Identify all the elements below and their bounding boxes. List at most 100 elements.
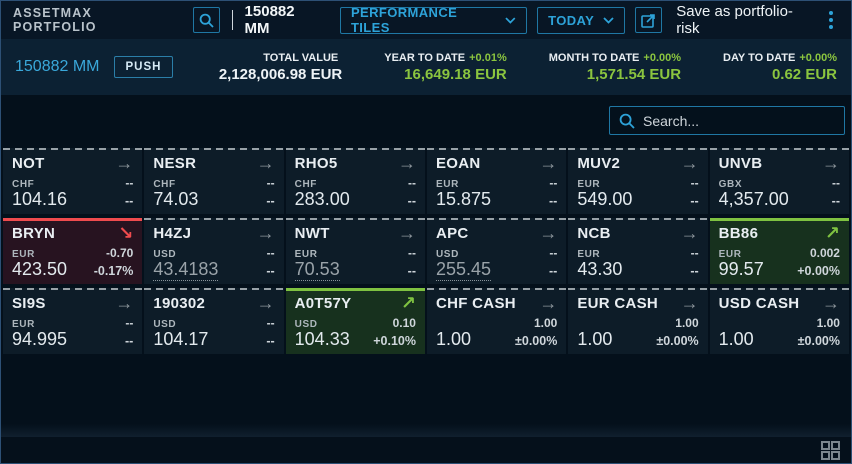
tile-price: 74.03: [153, 189, 199, 209]
tile-price: 255.45: [435, 259, 492, 281]
tile-title: EUR CASH: [577, 295, 659, 312]
tile-price: 43.30: [577, 259, 623, 279]
instrument-tile[interactable]: A0T57Y ↗ USD 0.10 104.33 +0.10%: [285, 288, 426, 354]
arrow-up-right-icon[interactable]: ↗: [400, 293, 416, 313]
tile-change: 1.00: [816, 316, 840, 330]
tile-title: BRYN: [12, 225, 56, 242]
tile-change: 0.002: [809, 246, 840, 260]
instrument-tile[interactable]: APC → USD -- 255.45 --: [426, 218, 567, 284]
arrow-right-icon[interactable]: →: [821, 153, 840, 173]
tile-change: --: [125, 316, 134, 330]
tile-change: --: [831, 176, 840, 190]
push-button[interactable]: PUSH: [113, 56, 174, 78]
tile-currency: CHF: [153, 179, 176, 190]
tile-change-percent: --: [125, 194, 134, 208]
arrow-right-icon[interactable]: →: [256, 223, 275, 243]
instrument-tile[interactable]: UNVB → GBX -- 4,357.00 --: [709, 148, 850, 214]
summary-metrics: TOTAL VALUE 2,128,006.98 EUR YEAR TO DAT…: [177, 52, 837, 83]
instrument-tile[interactable]: H4ZJ → USD -- 43.4183 --: [144, 218, 284, 284]
metric-value: 16,649.18 EUR: [404, 65, 507, 83]
arrow-right-icon[interactable]: →: [680, 293, 699, 313]
tile-title: RHO5: [294, 155, 338, 172]
search-icon: [199, 13, 214, 28]
tile-currency: USD: [435, 249, 459, 260]
tile-currency: EUR: [12, 319, 35, 330]
view-mode-dropdown[interactable]: PERFORMANCE TILES: [339, 5, 528, 35]
instrument-tile[interactable]: NCB → EUR -- 43.30 --: [568, 218, 708, 284]
tile-title: H4ZJ: [153, 225, 192, 242]
arrow-right-icon[interactable]: →: [680, 153, 699, 173]
tile-change: 0.10: [392, 316, 416, 330]
tile-currency: EUR: [577, 179, 601, 190]
arrow-right-icon[interactable]: →: [115, 153, 134, 173]
tile-currency: GBX: [718, 179, 743, 190]
tile-change: --: [549, 246, 558, 260]
portfolio-id-field[interactable]: 150882 MM: [244, 3, 295, 37]
search-icon: [619, 113, 635, 129]
tile-title: NOT: [12, 155, 45, 172]
arrow-down-right-icon[interactable]: ↘: [118, 223, 134, 243]
overflow-menu-button[interactable]: [823, 7, 839, 33]
tile-change-percent: ±0.00%: [515, 334, 558, 348]
period-dropdown[interactable]: TODAY: [537, 6, 626, 34]
summary-metric: DAY TO DATE +0.00% 0.62 EUR: [723, 52, 837, 83]
arrow-right-icon[interactable]: →: [256, 153, 275, 173]
arrow-up-right-icon[interactable]: ↗: [824, 223, 840, 243]
arrow-right-icon[interactable]: →: [397, 153, 416, 173]
instrument-tile[interactable]: RHO5 → CHF -- 283.00 --: [285, 148, 426, 214]
arrow-right-icon[interactable]: →: [680, 223, 699, 243]
metric-value: 0.62 EUR: [771, 65, 837, 83]
instrument-tile[interactable]: SI9S → EUR -- 94.995 --: [3, 288, 143, 354]
tile-price: 15.875: [435, 189, 492, 209]
instrument-tile[interactable]: CHF CASH → 1.00 1.00 ±0.00%: [426, 288, 567, 354]
tile-price: 283.00: [294, 189, 350, 209]
tile-change-percent: --: [407, 264, 416, 278]
tile-title: APC: [435, 225, 469, 242]
instrument-tile[interactable]: EUR CASH → 1.00 1.00 ±0.00%: [568, 288, 708, 354]
summary-metric: MONTH TO DATE +0.00% 1,571.54 EUR: [549, 52, 681, 83]
instrument-tile[interactable]: NWT → EUR -- 70.53 --: [285, 218, 426, 284]
tile-title: 190302: [153, 295, 206, 312]
tile-currency: EUR: [294, 249, 318, 260]
summary-portfolio-id: 150882 MM: [15, 58, 100, 75]
instrument-tile[interactable]: BB86 ↗ EUR 0.002 99.57 +0.00%: [709, 218, 850, 284]
arrow-right-icon[interactable]: →: [115, 293, 134, 313]
arrow-right-icon[interactable]: →: [539, 153, 558, 173]
instrument-tile[interactable]: NOT → CHF -- 104.16 --: [3, 148, 143, 214]
tile-change: 1.00: [533, 316, 558, 330]
tiles-grid: NOT → CHF -- 104.16 -- NESR → CHF -- 74.…: [3, 148, 850, 354]
arrow-right-icon[interactable]: →: [539, 223, 558, 243]
metric-percent: +0.00%: [799, 51, 837, 64]
tile-price: 1.00: [435, 329, 472, 349]
search-button[interactable]: [192, 7, 220, 33]
instrument-tile[interactable]: EOAN → EUR -- 15.875 --: [426, 148, 567, 214]
arrow-right-icon[interactable]: →: [539, 293, 558, 313]
tile-change: --: [266, 176, 275, 190]
tile-title: SI9S: [12, 295, 46, 312]
arrow-right-icon[interactable]: →: [821, 293, 840, 313]
tile-change: --: [407, 246, 416, 260]
tile-price: 104.17: [153, 329, 209, 349]
tile-price: 43.4183: [153, 259, 219, 281]
instrument-tile[interactable]: MUV2 → EUR -- 549.00 --: [568, 148, 708, 214]
tile-layout-button[interactable]: [820, 440, 841, 461]
search-input[interactable]: [643, 112, 835, 129]
arrow-right-icon[interactable]: →: [397, 223, 416, 243]
arrow-right-icon[interactable]: →: [256, 293, 275, 313]
save-as-label[interactable]: Save as portfolio-risk: [676, 3, 793, 37]
tile-change-percent: --: [266, 334, 275, 348]
instrument-tile[interactable]: USD CASH → 1.00 1.00 ±0.00%: [709, 288, 850, 354]
instrument-tile[interactable]: 190302 → USD -- 104.17 --: [144, 288, 284, 354]
tile-title: NCB: [577, 225, 611, 242]
metric-percent: +0.01%: [469, 51, 507, 64]
tile-price: 4,357.00: [718, 189, 789, 209]
instrument-tile[interactable]: NESR → CHF -- 74.03 --: [144, 148, 284, 214]
search-box[interactable]: [609, 106, 845, 135]
tile-change-percent: --: [266, 264, 275, 278]
instrument-tile[interactable]: BRYN ↘ EUR -0.70 423.50 -0.17%: [3, 218, 143, 284]
tile-change: --: [266, 246, 275, 260]
tile-change: 1.00: [675, 316, 699, 330]
tile-title: MUV2: [577, 155, 621, 172]
tile-title: NWT: [294, 225, 330, 242]
export-button[interactable]: [635, 7, 663, 33]
